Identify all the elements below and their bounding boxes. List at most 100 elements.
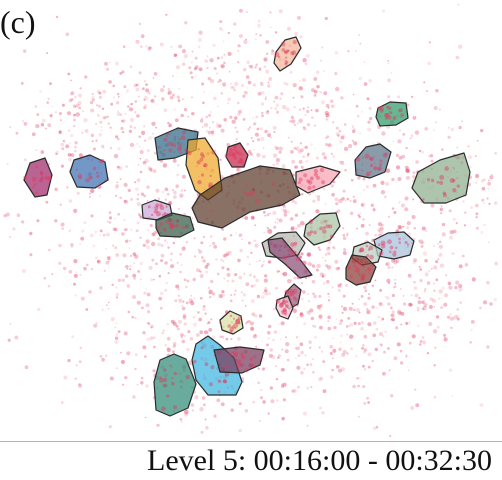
data-point bbox=[108, 216, 113, 220]
data-point bbox=[303, 146, 306, 149]
data-point bbox=[390, 313, 395, 318]
data-point bbox=[89, 100, 94, 105]
data-point bbox=[368, 79, 373, 83]
data-point bbox=[321, 152, 326, 156]
cluster-point bbox=[217, 390, 221, 394]
data-point bbox=[176, 95, 180, 99]
data-point bbox=[255, 115, 259, 119]
data-point bbox=[196, 268, 201, 273]
data-point bbox=[365, 231, 369, 236]
data-point bbox=[328, 240, 332, 244]
data-point bbox=[370, 203, 374, 207]
data-point bbox=[365, 283, 368, 286]
data-point bbox=[199, 270, 202, 273]
data-point bbox=[355, 50, 357, 52]
data-point bbox=[115, 135, 119, 139]
cluster-point bbox=[175, 219, 178, 222]
data-point bbox=[183, 54, 188, 59]
cluster-point bbox=[165, 134, 169, 138]
data-point bbox=[192, 223, 195, 226]
data-point bbox=[412, 116, 417, 120]
data-point bbox=[361, 321, 364, 324]
cluster-point bbox=[285, 290, 290, 294]
data-point bbox=[360, 327, 364, 331]
data-point bbox=[327, 292, 330, 295]
data-point bbox=[152, 132, 154, 135]
data-point bbox=[161, 331, 164, 335]
data-point bbox=[273, 225, 277, 229]
data-point bbox=[5, 212, 10, 217]
cluster-point bbox=[78, 176, 82, 180]
data-point bbox=[140, 376, 144, 380]
data-point bbox=[335, 202, 339, 206]
data-point bbox=[206, 262, 210, 266]
cluster-point bbox=[34, 191, 38, 195]
data-point bbox=[217, 105, 219, 108]
data-point bbox=[133, 277, 136, 280]
data-point bbox=[347, 317, 351, 320]
data-point bbox=[459, 301, 462, 304]
data-point bbox=[68, 157, 72, 162]
data-point bbox=[145, 88, 150, 93]
data-point bbox=[151, 258, 155, 262]
data-point bbox=[312, 371, 315, 374]
data-point bbox=[278, 9, 283, 14]
data-point bbox=[313, 89, 318, 94]
data-point bbox=[439, 207, 443, 212]
data-point bbox=[447, 281, 452, 286]
cluster-point bbox=[380, 240, 386, 246]
cluster-point bbox=[169, 224, 174, 230]
cluster-point bbox=[187, 150, 192, 156]
data-point bbox=[117, 95, 120, 98]
data-point bbox=[415, 403, 420, 408]
data-point bbox=[406, 226, 410, 230]
cluster-point bbox=[148, 216, 151, 219]
data-point bbox=[426, 351, 430, 355]
data-point bbox=[294, 201, 298, 205]
data-point bbox=[428, 41, 432, 44]
data-point bbox=[179, 270, 182, 274]
cluster-point bbox=[90, 188, 95, 194]
cluster-point bbox=[39, 172, 44, 176]
data-point bbox=[425, 89, 428, 93]
data-point bbox=[244, 409, 249, 413]
data-point bbox=[99, 234, 102, 237]
data-point bbox=[433, 364, 436, 367]
data-point bbox=[291, 159, 296, 164]
data-point bbox=[368, 107, 372, 110]
cluster-point bbox=[182, 130, 187, 135]
data-point bbox=[144, 139, 147, 142]
data-point bbox=[344, 123, 347, 126]
cluster-point bbox=[289, 288, 293, 293]
data-point bbox=[337, 267, 341, 270]
data-point bbox=[290, 150, 294, 154]
data-point bbox=[316, 85, 320, 89]
data-point bbox=[243, 39, 248, 45]
data-point bbox=[117, 110, 119, 112]
data-point bbox=[400, 287, 402, 290]
data-point bbox=[410, 294, 413, 297]
data-point bbox=[363, 351, 366, 354]
data-point bbox=[54, 219, 58, 223]
data-point bbox=[99, 229, 103, 233]
data-point bbox=[424, 272, 429, 277]
data-point bbox=[329, 344, 334, 349]
data-point bbox=[398, 226, 403, 230]
data-point bbox=[358, 215, 361, 219]
cluster-point bbox=[231, 325, 235, 329]
data-point bbox=[299, 35, 303, 39]
data-point bbox=[302, 155, 305, 158]
cluster-point bbox=[225, 196, 228, 199]
data-point bbox=[107, 301, 110, 304]
data-point bbox=[101, 357, 105, 362]
data-point bbox=[168, 202, 171, 205]
data-point bbox=[253, 284, 256, 287]
data-point bbox=[327, 299, 331, 302]
data-point bbox=[419, 343, 422, 346]
data-point bbox=[299, 312, 304, 316]
data-point bbox=[246, 321, 249, 324]
cluster-point bbox=[162, 227, 167, 232]
cluster-point bbox=[313, 169, 318, 174]
cluster-point bbox=[367, 267, 370, 270]
data-point bbox=[230, 408, 234, 412]
